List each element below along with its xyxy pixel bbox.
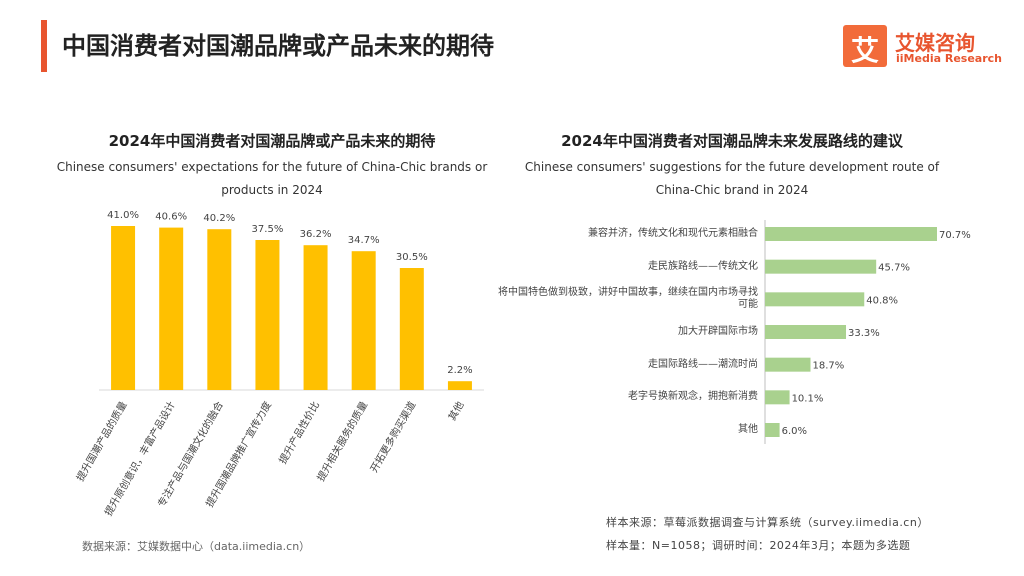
value-label: 41.0% [107, 210, 139, 221]
value-label: 6.0% [782, 426, 807, 437]
bar [159, 227, 184, 390]
value-label: 36.2% [300, 229, 332, 240]
bar [765, 259, 877, 274]
logo-mark: 艾 [850, 34, 879, 67]
category-label: 加大开辟国际市场 [678, 326, 758, 337]
bar [447, 381, 472, 390]
value-label: 33.3% [848, 328, 880, 339]
value-label: 37.5% [252, 224, 284, 235]
bar [765, 227, 937, 241]
category-label: 提升相关服务的质量 [314, 399, 370, 483]
value-label: 2.2% [447, 365, 472, 376]
category-label: 开拓更多购买渠道 [367, 399, 418, 475]
category-label: 将中国特色做到极致，讲好中国故事，继续在国内市场寻找可能 [498, 287, 758, 311]
bar [765, 390, 790, 405]
value-label: 10.1% [792, 393, 824, 404]
category-label: 其他 [445, 399, 466, 423]
category-label: 老字号换新观念，拥抱新消费 [628, 391, 758, 403]
category-label: 提升产品性价比 [276, 399, 322, 466]
chart-title: 2024年中国消费者对国潮品牌未来发展路线的建议 [561, 132, 903, 150]
value-label: 70.7% [939, 230, 971, 241]
value-label: 34.7% [348, 235, 380, 246]
category-label: 走民族路线——传统文化 [648, 260, 758, 272]
value-label: 18.7% [812, 361, 844, 372]
bar [765, 423, 780, 437]
bar [765, 292, 865, 307]
category-label: 走国际路线——潮流时尚 [648, 358, 758, 370]
logo-mark-bg [843, 25, 887, 67]
value-label: 40.6% [155, 212, 187, 223]
sample-info: 样本量：N=1058；调研时间：2024年3月；本题为多选题 [606, 539, 911, 552]
bar [399, 268, 424, 390]
value-label: 40.2% [203, 213, 235, 224]
value-label: 30.5% [396, 252, 428, 263]
category-label: 兼容并济，传统文化和现代元素相融合 [588, 228, 758, 239]
logo-cn: 艾媒咨询 [895, 31, 975, 55]
chart-subtitle: Chinese consumers' suggestions for the f… [524, 160, 940, 197]
bar [207, 229, 232, 390]
category-label: 提升国潮产品的质量 [73, 399, 129, 483]
title-accent [41, 20, 47, 72]
logo-en: iiMedia Research [896, 52, 1002, 65]
bar [765, 357, 811, 372]
value-label: 45.7% [878, 263, 910, 274]
chart-subtitle: Chinese consumers' expectations for the … [56, 160, 488, 197]
page-title: 中国消费者对国潮品牌或产品未来的期待 [62, 32, 494, 60]
bar [765, 325, 847, 339]
bar [351, 251, 376, 390]
category-label: 其他 [738, 424, 758, 435]
bar [111, 226, 136, 390]
value-label: 40.8% [866, 295, 898, 306]
sample-source: 样本来源：草莓派数据调查与计算系统（survey.iimedia.cn） [606, 516, 929, 529]
bar [255, 240, 280, 390]
data-source: 数据来源：艾媒数据中心（data.iimedia.cn） [82, 540, 311, 553]
chart-title: 2024年中国消费者对国潮品牌或产品未来的期待 [108, 132, 436, 150]
bar [303, 245, 328, 390]
